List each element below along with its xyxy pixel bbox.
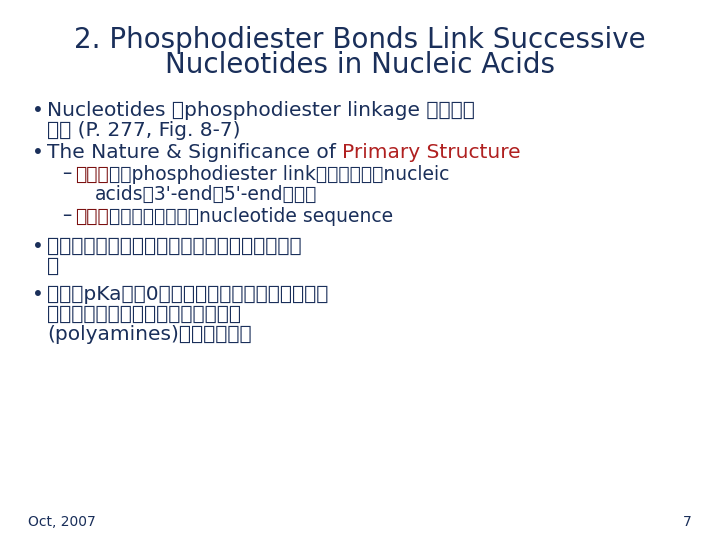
Text: 核酸骨幹由磷酸根與核糖交錯串成，具高度親水: 核酸骨幹由磷酸根與核糖交錯串成，具高度親水 (47, 237, 302, 255)
Text: ：因phosphodiester link之連接方式，nucleic: ：因phosphodiester link之連接方式，nucleic (109, 165, 449, 184)
Text: 2. Phosphodiester Bonds Link Successive: 2. Phosphodiester Bonds Link Successive (74, 26, 646, 54)
Text: acids有3'-end，5'-end之分別: acids有3'-end，5'-end之分別 (95, 185, 318, 204)
Text: Nucleotides 以phosphodiester linkage 結合形成: Nucleotides 以phosphodiester linkage 結合形成 (47, 100, 475, 119)
Text: 獨特性: 獨特性 (75, 206, 109, 226)
Text: Nucleotides in Nucleic Acids: Nucleotides in Nucleic Acids (165, 51, 555, 79)
Text: 磷酸之pKa近乎0，生理環境下帶負電荷，藉周圍: 磷酸之pKa近乎0，生理環境下帶負電荷，藉周圍 (47, 285, 328, 303)
Text: 性: 性 (47, 256, 59, 275)
Text: •: • (32, 100, 44, 119)
Text: •: • (32, 237, 44, 255)
Text: Oct, 2007: Oct, 2007 (28, 515, 96, 529)
Text: The Nature & Significance of: The Nature & Significance of (47, 143, 342, 161)
Text: 方向性: 方向性 (75, 165, 109, 184)
Text: 7: 7 (683, 515, 692, 529)
Text: •: • (32, 285, 44, 303)
Text: (polyamines)中和其負電荷: (polyamines)中和其負電荷 (47, 325, 251, 343)
Text: Primary Structure: Primary Structure (342, 143, 521, 161)
Text: 核酸 (P. 277, Fig. 8-7): 核酸 (P. 277, Fig. 8-7) (47, 120, 240, 139)
Text: –: – (62, 206, 71, 226)
Text: •: • (32, 143, 44, 161)
Text: 帶正電荷之蛋白質、金屬離子、多胺: 帶正電荷之蛋白質、金屬離子、多胺 (47, 305, 241, 323)
Text: –: – (62, 165, 71, 184)
Text: ：組成核酸分子之nucleotide sequence: ：組成核酸分子之nucleotide sequence (109, 206, 393, 226)
